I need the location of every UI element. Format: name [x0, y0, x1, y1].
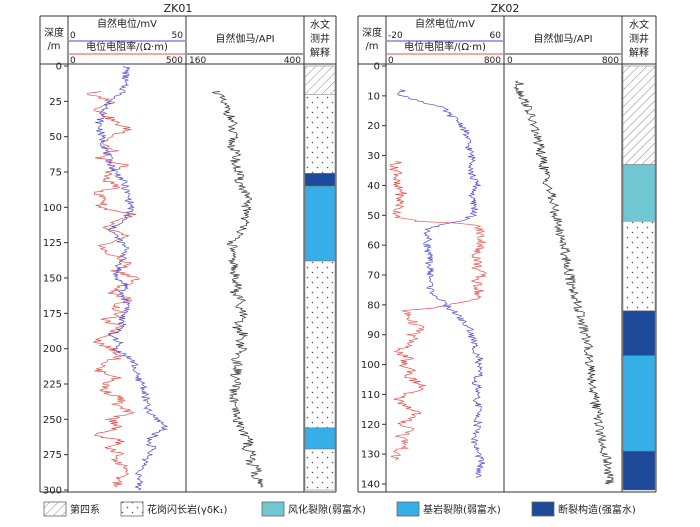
sp-curve	[95, 65, 168, 491]
interpretation-column	[622, 65, 656, 491]
depth-tick-label: 225	[43, 380, 62, 391]
depth-tick-label: 30	[367, 151, 380, 162]
depth-tick-label: 40	[367, 181, 380, 192]
res-axis-label: 电位电阻率/(Ω·m)	[404, 40, 486, 53]
depth-tick-label: 120	[361, 420, 380, 431]
res-tick-right: 500	[166, 56, 183, 66]
res-axis-label: 电位电阻率/(Ω·m)	[86, 40, 168, 53]
interval-granite	[622, 221, 656, 312]
legend-swatch-bedrock	[396, 501, 420, 517]
legend-label-bedrock: 基岩裂隙(弱富水)	[423, 503, 501, 516]
gamma-tick-right: 800	[602, 56, 619, 66]
res-tick-left: 0	[70, 56, 76, 66]
depth-unit-label: /m	[365, 41, 378, 52]
well-panel-zk02: ZK02 深度 /m 自然电位/mV -20 60 电位电阻率/(Ω·m) 0 …	[357, 2, 657, 493]
depth-tick-label: 275	[43, 450, 62, 461]
interval-fault	[304, 173, 336, 187]
depth-tick-label: 100	[361, 360, 380, 371]
depth-tick-label: 150	[43, 274, 62, 285]
depth-label: 深度	[362, 26, 382, 39]
sp-tick-left: 0	[70, 31, 76, 41]
gamma-tick-left: 0	[507, 56, 513, 66]
gamma-curve	[212, 91, 264, 488]
interp-label-line3: 解释	[629, 46, 649, 59]
well-title: ZK01	[164, 2, 193, 15]
interval-bedrock	[622, 355, 656, 452]
legend-label-fault: 断裂构造(强富水)	[558, 503, 636, 516]
interval-weathered	[622, 164, 656, 222]
gamma-curve	[513, 80, 615, 485]
gamma-tick-left: 160	[189, 56, 206, 66]
legend-label-weathered: 风化裂隙(弱富水)	[288, 503, 366, 516]
depth-tick-label: 50	[49, 132, 62, 143]
depth-tick-label: 20	[367, 121, 380, 132]
depth-tick-label: 0	[374, 62, 380, 73]
sp-tick-right: 50	[172, 31, 184, 41]
depth-tick-label: 60	[367, 241, 380, 252]
depth-tick-label: 110	[361, 390, 380, 401]
interval-bedrock	[304, 185, 336, 262]
depth-tick-label: 175	[43, 309, 62, 320]
interval-quaternary	[304, 65, 336, 95]
depth-unit-label: /m	[47, 41, 60, 52]
legend-label-quaternary: 第四系	[70, 503, 100, 516]
resistivity-curve	[87, 91, 141, 488]
gamma-axis-label: 自然伽马/API	[533, 32, 592, 45]
interp-label-line3: 解释	[310, 46, 330, 59]
depth-tick-label: 200	[43, 344, 62, 355]
log-curves	[87, 65, 264, 491]
depth-label: 深度	[44, 26, 64, 39]
interp-label-line1: 水文	[629, 18, 649, 31]
legend-swatch-granite	[120, 501, 144, 517]
interval-granite	[304, 260, 336, 429]
depth-tick-label: 130	[361, 450, 380, 461]
sp-curve	[397, 89, 486, 479]
depth-tick-group: 0 25 50 75 100 125 150 175 200 225 250 275 300	[43, 62, 68, 497]
depth-tick-label: 80	[367, 300, 380, 311]
depth-tick-label: 10	[367, 91, 380, 102]
interp-label-line1: 水文	[310, 18, 330, 31]
depth-tick-label: 0	[56, 62, 62, 73]
res-tick-left: 0	[388, 56, 394, 66]
depth-tick-label: 70	[367, 271, 380, 282]
depth-tick-label: 100	[43, 203, 62, 214]
depth-tick-label: 90	[367, 330, 380, 341]
depth-tick-label: 75	[49, 168, 62, 179]
interval-granite	[304, 448, 336, 491]
interval-fault	[622, 310, 656, 356]
interval-fault	[622, 450, 656, 491]
legend: 第四系 花岗闪长岩(γδK₁) 风化裂隙(弱富水) 基岩裂隙(弱富水) 断裂构造…	[43, 501, 636, 517]
depth-tick-label: 300	[43, 486, 62, 497]
depth-tick-label: 50	[367, 211, 380, 222]
interval-granite	[304, 94, 336, 174]
depth-tick-label: 250	[43, 415, 62, 426]
sp-axis-label: 自然电位/mV	[415, 17, 475, 30]
well-panel-zk01: ZK01 深度 /m 自然电位/mV 0 50 电位电阻率/(Ω·m) 0 50…	[39, 2, 337, 497]
interp-label-line2: 测井	[629, 32, 649, 45]
sp-tick-left: -20	[388, 31, 403, 41]
sp-axis-label: 自然电位/mV	[97, 17, 157, 30]
interval-quaternary	[622, 65, 656, 165]
gamma-tick-right: 400	[284, 56, 301, 66]
resistivity-curve	[389, 161, 487, 461]
interp-label-line2: 测井	[310, 32, 330, 45]
legend-label-granite: 花岗闪长岩(γδK₁)	[147, 503, 228, 516]
gamma-axis-label: 自然伽马/API	[215, 32, 274, 45]
legend-swatch-weathered	[261, 501, 285, 517]
interpretation-column	[304, 65, 336, 491]
depth-tick-label: 140	[361, 480, 380, 491]
interval-bedrock	[304, 427, 336, 450]
depth-tick-group: 0 10 20 30 40 50 60 70 80 90 100 110 120 130 140	[361, 62, 386, 491]
well-title: ZK02	[491, 2, 520, 15]
legend-swatch-fault	[531, 501, 555, 517]
legend-swatch-quaternary	[43, 501, 67, 517]
depth-tick-label: 125	[43, 238, 62, 249]
sp-tick-right: 60	[490, 31, 502, 41]
depth-tick-label: 25	[49, 97, 62, 108]
res-tick-right: 800	[484, 56, 501, 66]
log-curves	[389, 80, 615, 485]
